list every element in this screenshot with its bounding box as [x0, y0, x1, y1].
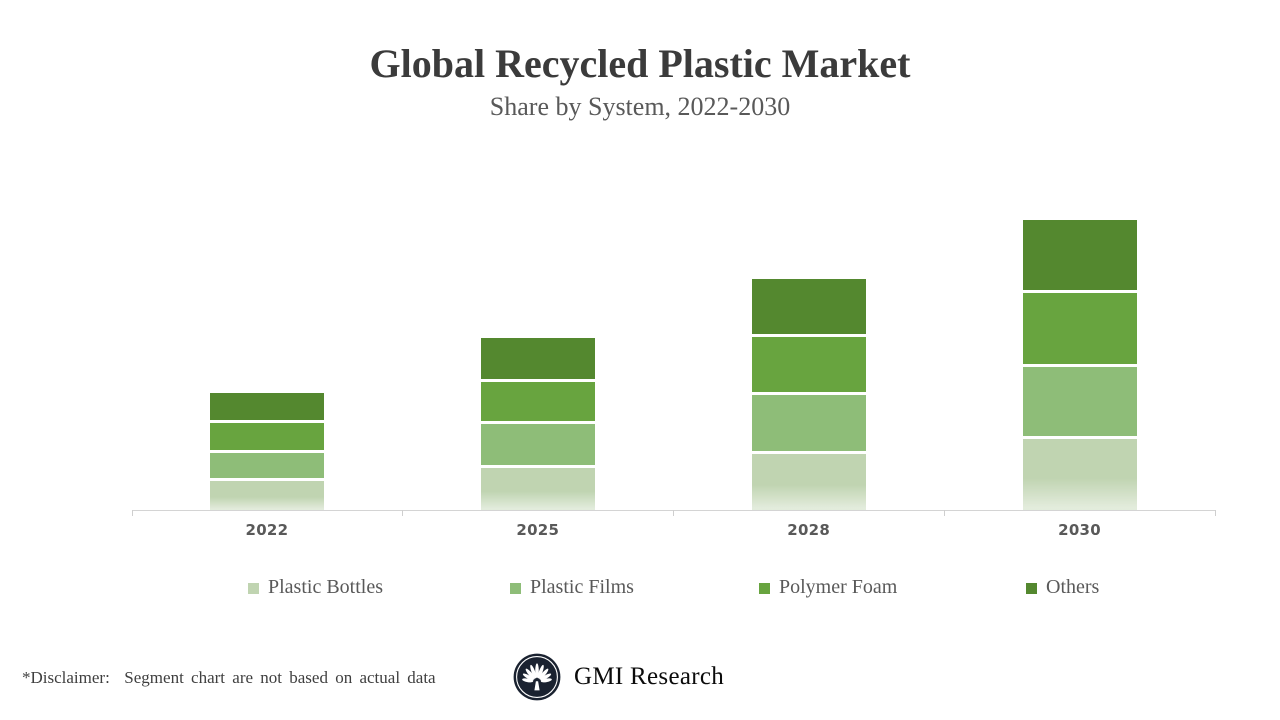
x-axis-tick	[131, 510, 133, 516]
brand-logo: GMI Research	[513, 653, 724, 701]
legend-item-others: Others	[1026, 576, 1099, 599]
bar-segment-others-2028	[751, 279, 866, 334]
disclaimer-text: *Disclaimer: Segment chart are not based…	[22, 668, 436, 687]
bar-group-2030	[1022, 220, 1137, 510]
legend-swatch-plastic-films	[510, 583, 521, 594]
bar-segment-plastic-bottles-2025	[480, 468, 595, 510]
bar-group-2022	[209, 393, 324, 510]
bar-segment-others-2025	[480, 338, 595, 379]
legend-item-plastic-bottles: Plastic Bottles	[248, 576, 383, 599]
x-axis-tick	[1215, 510, 1216, 516]
bar-group-2025	[480, 338, 595, 510]
bar-group-2028	[751, 279, 866, 510]
bar-segment-plastic-bottles-2028	[751, 454, 866, 510]
brand-name: GMI Research	[574, 663, 725, 690]
chart-title: Global Recycled Plastic Market	[369, 41, 911, 86]
x-axis-tick	[402, 510, 404, 516]
bar-segment-polymer-foam-2028	[751, 337, 866, 392]
bar-segment-polymer-foam-2030	[1022, 293, 1137, 364]
bar-segment-others-2030	[1022, 220, 1137, 290]
bar-segment-plastic-films-2030	[1022, 367, 1137, 436]
gmi-fan-icon	[513, 653, 561, 701]
legend-item-plastic-films: Plastic Films	[510, 576, 634, 599]
legend-label-others: Others	[1046, 576, 1100, 598]
bar-segment-plastic-bottles-2022	[209, 481, 324, 510]
x-axis-label-2030: 2030	[1058, 521, 1102, 539]
legend-swatch-others	[1026, 583, 1037, 594]
bar-segment-polymer-foam-2025	[480, 382, 595, 421]
legend-item-polymer-foam: Polymer Foam	[759, 576, 897, 599]
bar-segment-polymer-foam-2022	[209, 423, 324, 450]
bar-segment-plastic-films-2028	[751, 395, 866, 451]
legend-swatch-plastic-bottles	[248, 583, 259, 594]
chart-subtitle: Share by System, 2022-2030	[489, 92, 791, 121]
legend-swatch-polymer-foam	[759, 583, 770, 594]
x-axis-label-2028: 2028	[787, 521, 831, 539]
legend-label-plastic-bottles: Plastic Bottles	[268, 576, 383, 598]
legend-label-plastic-films: Plastic Films	[530, 576, 634, 598]
x-axis-label-2022: 2022	[245, 521, 289, 539]
x-axis-tick	[673, 510, 675, 516]
bar-segment-plastic-films-2022	[209, 453, 324, 478]
x-axis-label-2025: 2025	[516, 521, 560, 539]
bar-segment-others-2022	[209, 393, 324, 420]
bar-segment-plastic-bottles-2030	[1022, 439, 1137, 510]
x-axis-tick	[944, 510, 946, 516]
legend-label-polymer-foam: Polymer Foam	[779, 576, 898, 598]
bar-segment-plastic-films-2025	[480, 424, 595, 465]
